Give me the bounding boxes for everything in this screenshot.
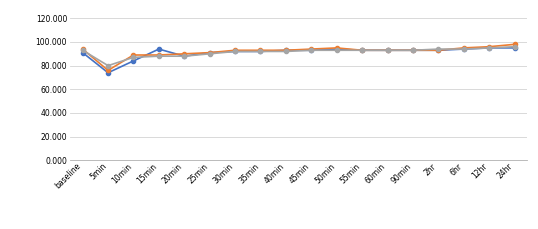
Line: L: L bbox=[81, 42, 516, 72]
L bbox=[334, 46, 340, 49]
R bbox=[334, 49, 340, 52]
R bbox=[308, 49, 315, 52]
L bbox=[461, 46, 467, 49]
L bbox=[435, 49, 442, 52]
R bbox=[435, 48, 442, 50]
B bbox=[282, 49, 289, 52]
L bbox=[181, 52, 187, 55]
R bbox=[257, 50, 264, 53]
R bbox=[410, 49, 416, 52]
B bbox=[181, 55, 187, 57]
L bbox=[80, 48, 86, 50]
B bbox=[486, 46, 492, 49]
L bbox=[384, 49, 391, 52]
R bbox=[461, 48, 467, 50]
B bbox=[80, 51, 86, 54]
B bbox=[511, 46, 518, 49]
Line: B: B bbox=[81, 46, 516, 75]
R bbox=[359, 49, 365, 52]
R bbox=[130, 56, 137, 59]
L bbox=[207, 51, 213, 54]
B bbox=[257, 50, 264, 53]
L bbox=[359, 49, 365, 52]
L bbox=[155, 54, 162, 56]
R bbox=[80, 49, 86, 52]
L bbox=[130, 54, 137, 56]
B bbox=[410, 49, 416, 52]
L bbox=[105, 69, 111, 72]
B bbox=[384, 49, 391, 52]
L bbox=[410, 49, 416, 52]
R bbox=[181, 55, 187, 57]
R bbox=[511, 45, 518, 48]
B bbox=[435, 49, 442, 52]
R bbox=[232, 50, 238, 53]
B bbox=[130, 60, 137, 62]
R bbox=[155, 55, 162, 57]
B bbox=[461, 48, 467, 50]
R bbox=[207, 52, 213, 55]
B bbox=[232, 50, 238, 53]
B bbox=[207, 51, 213, 54]
B bbox=[155, 48, 162, 50]
L bbox=[257, 49, 264, 52]
L bbox=[511, 43, 518, 46]
B bbox=[105, 71, 111, 74]
R bbox=[282, 50, 289, 53]
B bbox=[334, 48, 340, 50]
B bbox=[359, 49, 365, 52]
R bbox=[384, 49, 391, 52]
Line: R: R bbox=[81, 45, 516, 68]
R bbox=[105, 64, 111, 67]
B bbox=[308, 49, 315, 52]
L bbox=[486, 45, 492, 48]
L bbox=[232, 49, 238, 52]
L bbox=[282, 49, 289, 52]
L bbox=[308, 48, 315, 50]
R bbox=[486, 46, 492, 49]
